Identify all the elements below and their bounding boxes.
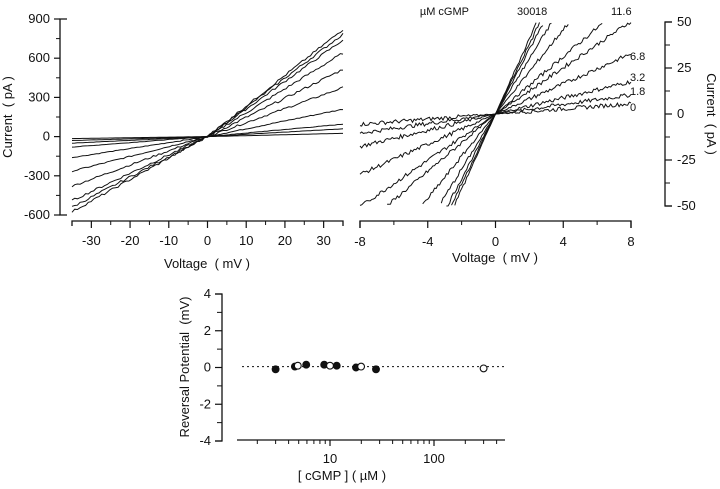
panel-b-y-tick-label: 0 [677,106,684,121]
panel-a-x-tick-label: 10 [239,233,253,248]
panel-c-y-tick-label: -2 [199,396,211,411]
panel-a-x-tick-label: 30 [316,233,330,248]
panel-a-y-tick-label: -300 [24,168,50,183]
panel-b-x-tick-label: -8 [354,234,366,249]
panel-c-reversal-potential: -4 -2 0 2 4 10 100 [ cGMP ] ( µM ) Reversal P… [177,286,505,483]
panel-b-y-tick-label: -50 [677,198,696,213]
panel-b-series-label: 3.2 [630,72,645,84]
panel-a-y-tick-label: 0 [43,129,50,144]
panel-a-trace-trace-10 [71,30,344,213]
panel-a-traces [71,30,344,213]
panel-a-trace-trace-8 [71,39,344,201]
panel-b-series-label: 0 [630,102,636,114]
panel-c-x-axis-title: [ cGMP ] ( µM ) [298,468,386,483]
panel-a-trace-trace-9 [71,33,344,207]
panel-a-x-tick-label: 0 [204,233,211,248]
panel-a-trace-trace-7 [71,53,344,188]
panel-c-x-tick-label: 10 [323,451,337,466]
panel-a-y-tick-label: 900 [28,11,50,26]
panel-b-legend-header: µM cGMP [420,6,469,18]
panel-c-x-tick-label: 100 [423,451,445,466]
panel-c-point-filled [302,360,311,369]
panel-b-x-tick-label: 8 [627,234,634,249]
panel-a-x-tick-label: -20 [121,233,140,248]
panel-c-point-filled [332,361,341,370]
panel-a-y-tick-label: 600 [28,50,50,65]
panel-a-x-tick-label: -30 [82,233,101,248]
panel-b-x-tick-label: -4 [422,234,434,249]
panel-a-y-axis [59,18,67,216]
panel-c-point-open [293,361,302,370]
panel-a-iv-curves: -600 -300 0 300 600 900 -30 -20 -10 0 10 20 30 Volt… [0,11,344,271]
panel-b-series-label: 1.8 [630,86,645,98]
panel-b-series-label: 18 [535,6,547,18]
panel-c-y-tick-label: -4 [199,433,211,448]
panel-c-point-open [479,364,488,373]
panel-a-trace-trace-3 [71,123,344,144]
panel-b-y-tick-label: 50 [677,14,691,29]
panel-a-y-axis-title: Current ( pA ) [0,76,15,158]
panel-b-x-axis-title: Voltage ( mV ) [452,250,538,265]
panel-a-x-tick-label: 20 [278,233,292,248]
panel-b-series-label: 11.6 [611,6,632,18]
panel-a-y-tick-label: 300 [28,89,50,104]
panel-a-trace-trace-5 [71,86,344,159]
panel-c-point-open [326,361,334,370]
panel-b-traces [359,22,632,207]
panel-a-y-tick-label: -600 [24,207,50,222]
panel-a-x-tick-label: -10 [159,233,178,248]
panel-b-y-tick-label: 25 [677,60,691,75]
panel-b-x-tick-label: 0 [492,234,499,249]
panel-b-y-tick-label: -25 [677,152,696,167]
panel-c-y-tick-label: 2 [204,323,211,338]
panel-b-y-axis-title: Current ( pA ) [704,73,719,155]
panel-c-point-filled [372,365,380,374]
panel-c-point-open [357,362,366,371]
panel-c-point-filled [271,365,280,374]
panel-b-trace-300 [454,22,537,206]
panel-a-trace-trace-6 [71,69,343,173]
panel-a-x-axis-title: Voltage ( mV ) [164,256,250,271]
panel-b-series-label: 6.8 [630,51,645,63]
panel-b-x-tick-label: 4 [560,234,567,249]
panel-c-y-axis-title: Reversal Potential (mV) [177,297,192,438]
panel-c-y-tick-label: 4 [204,286,211,301]
panel-c-y-tick-label: 0 [204,360,211,375]
panel-b-series-label: 300 [517,6,535,18]
